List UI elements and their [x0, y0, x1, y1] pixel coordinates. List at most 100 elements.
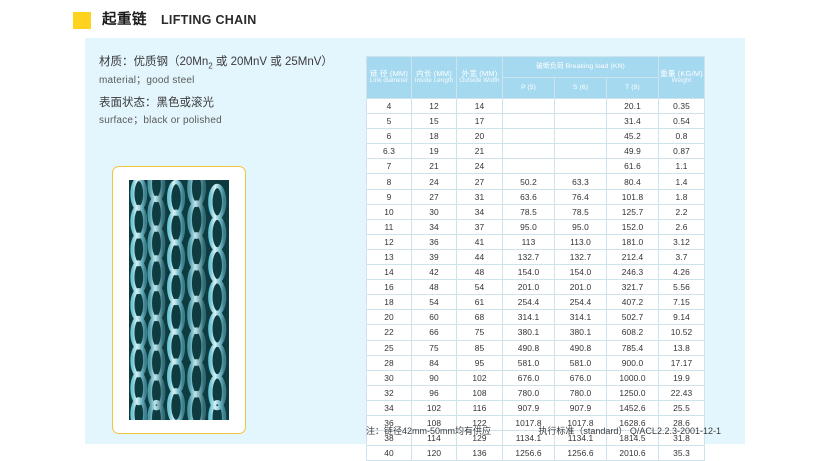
table-cell: 42	[411, 264, 457, 281]
table-cell: 61.6	[606, 158, 659, 175]
table-cell: 34	[456, 203, 503, 220]
table-cell: 60	[411, 309, 457, 326]
table-cell: 95	[456, 354, 503, 371]
table-cell: 608.2	[606, 324, 659, 341]
table-cell: 96	[411, 384, 457, 401]
table-cell: 907.9	[554, 399, 607, 416]
table-cell: 24	[456, 158, 503, 175]
table-row: 6 18 20 45.2 0.8	[366, 128, 705, 145]
table-cell: 581.0	[554, 354, 607, 371]
table-cell: 314.1	[502, 309, 555, 326]
table-cell	[502, 97, 555, 115]
table-row: 12 36 41 113 113.0 181.0 3.12	[366, 233, 705, 250]
table-cell: 80.4	[606, 173, 659, 190]
table-cell: 84	[411, 354, 457, 371]
page-title: 起重链 LIFTING CHAIN	[73, 12, 257, 29]
table-row: 30 90 102 676.0 676.0 1000.0 19.9	[366, 369, 705, 386]
table-row: 8 24 27 50.2 63.3 80.4 1.4	[366, 173, 705, 190]
spec-spacer	[99, 88, 349, 95]
table-row: 34 102 116 907.9 907.9 1452.6 25.5	[366, 399, 705, 416]
table-cell: 676.0	[502, 369, 555, 386]
th-weight: 重量 (KG/M) Weight	[658, 56, 705, 99]
table-cell: 1.8	[658, 188, 705, 205]
title-marker-icon	[73, 12, 91, 29]
table-cell: 254.4	[554, 294, 607, 311]
table-cell: 2.6	[658, 218, 705, 235]
table-cell: 63.6	[502, 188, 555, 205]
table-cell: 314.1	[554, 309, 607, 326]
table-cell: 1452.6	[606, 399, 659, 416]
table-cell: 17	[456, 113, 503, 130]
th-outside-width-cn: 外宽 (MM)	[461, 69, 498, 79]
th-inside-length-cn: 内长 (MM)	[416, 69, 452, 79]
table-row: 20 60 68 314.1 314.1 502.7 9.14	[366, 309, 705, 326]
table-cell: 254.4	[502, 294, 555, 311]
page-title-en: LIFTING CHAIN	[161, 13, 257, 28]
table-cell: 120	[411, 445, 457, 461]
table-row: 18 54 61 254.4 254.4 407.2 7.15	[366, 294, 705, 311]
table-cell: 380.1	[502, 324, 555, 341]
table-cell: 19.9	[658, 369, 705, 386]
table-cell: 10.52	[658, 324, 705, 341]
table-cell	[502, 143, 555, 160]
table-cell: 20.1	[606, 97, 659, 115]
table-cell: 181.0	[606, 233, 659, 250]
table-cell: 201.0	[554, 279, 607, 296]
table-cell: 15	[411, 113, 457, 130]
table-cell: 40	[366, 445, 412, 461]
table-cell: 76.4	[554, 188, 607, 205]
table-cell: 581.0	[502, 354, 555, 371]
table-cell: 30	[411, 203, 457, 220]
table-cell: 4.26	[658, 264, 705, 281]
surface-label-cn: 表面状态：黑色或滚光	[99, 97, 214, 110]
table-cell: 490.8	[502, 339, 555, 356]
table-cell: 102	[411, 399, 457, 416]
table-cell: 154.0	[502, 264, 555, 281]
table-cell: 27	[456, 173, 503, 190]
table-cell: 676.0	[554, 369, 607, 386]
table-row: 25 75 85 490.8 490.8 785.4 13.8	[366, 339, 705, 356]
table-cell: 36	[411, 233, 457, 250]
th-inside-length-en: Inside Length	[414, 77, 454, 85]
table-cell: 900.0	[606, 354, 659, 371]
table-cell: 101.8	[606, 188, 659, 205]
table-cell: 24	[411, 173, 457, 190]
table-cell: 54	[411, 294, 457, 311]
table-cell: 35.3	[658, 445, 705, 461]
footnote-standard: 执行标准（standard） Q/ACL2.2.3-2001-12-1	[538, 426, 721, 436]
table-cell: 8	[366, 173, 412, 190]
table-cell: 14	[366, 264, 412, 281]
table-cell: 3.7	[658, 248, 705, 266]
table-row: 28 84 95 581.0 581.0 900.0 17.17	[366, 354, 705, 371]
table-cell: 201.0	[502, 279, 555, 296]
table-cell: 0.87	[658, 143, 705, 160]
table-cell: 16	[366, 279, 412, 296]
table-row: 10 30 34 78.5 78.5 125.7 2.2	[366, 203, 705, 220]
table-row: 13 39 44 132.7 132.7 212.4 3.7	[366, 248, 705, 266]
table-row: 7 21 24 61.6 1.1	[366, 158, 705, 175]
table-footnote: 注：链径42mm-50mm均有供应 执行标准（standard） Q/ACL2.…	[366, 424, 721, 437]
table-cell: 212.4	[606, 248, 659, 266]
table-row: 38 114 129 1134.1 1134.1 1814.5 31.8	[366, 430, 705, 447]
table-cell	[554, 143, 607, 160]
footnote-supply-note: 注：链径42mm-50mm均有供应	[366, 426, 492, 436]
table-cell: 113.0	[554, 233, 607, 250]
table-cell: 5.56	[658, 279, 705, 296]
table-cell: 18	[366, 294, 412, 311]
table-cell: 14	[456, 97, 503, 115]
th-load-s: S (6)	[554, 77, 607, 99]
material-label-cn: 材质：优质钢（20Mn2 或 20MnV 或 25MnV）	[99, 56, 333, 71]
th-link-diameter-en: Link diameter	[369, 77, 409, 85]
table-cell: 1250.0	[606, 384, 659, 401]
th-link-diameter-cn: 链 径 (MM)	[370, 69, 408, 79]
table-cell: 9	[366, 188, 412, 205]
table-cell: 502.7	[606, 309, 659, 326]
table-cell: 0.8	[658, 128, 705, 145]
table-cell: 0.35	[658, 97, 705, 115]
chain-photo	[129, 180, 229, 420]
table-cell: 780.0	[554, 384, 607, 401]
table-cell: 12	[366, 233, 412, 250]
table-header: 链 径 (MM) Link diameter 内长 (MM) Inside Le…	[366, 56, 705, 99]
table-cell: 2010.6	[606, 445, 659, 461]
table-cell: 95.0	[502, 218, 555, 235]
